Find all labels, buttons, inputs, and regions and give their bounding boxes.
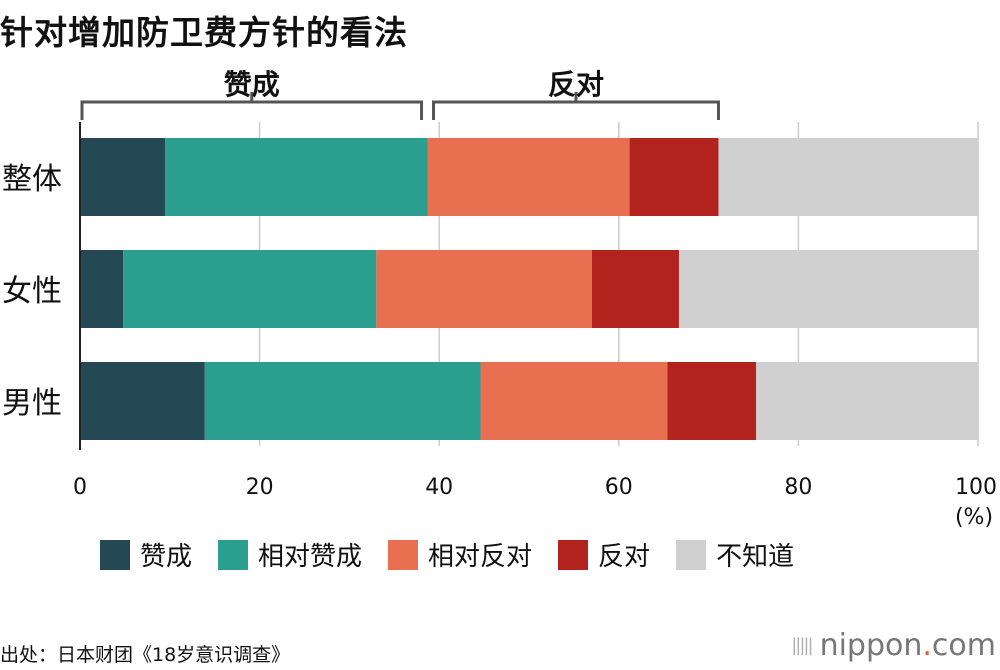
legend-item: 不知道: [676, 536, 794, 573]
x-tick-label: 0: [73, 475, 87, 500]
legend-swatch: [558, 539, 589, 570]
group-label: 赞成: [223, 68, 280, 101]
bar-segment: [667, 362, 757, 440]
bar-segment: [427, 138, 630, 216]
category-label: 男性: [2, 386, 62, 421]
bar-segment: [80, 362, 205, 440]
legend-item: 相对反对: [388, 536, 532, 573]
x-unit-label: (%): [955, 505, 993, 530]
chart-title: 针对增加防卫费方针的看法: [0, 13, 408, 52]
legend-label: 相对反对: [428, 542, 533, 572]
source-note: 出处：日本财团《18岁意识调查》: [0, 644, 291, 666]
bar-segment: [80, 250, 124, 328]
legend-swatch: [676, 539, 707, 570]
legend-label: 赞成: [140, 542, 193, 572]
legend-label: 不知道: [716, 542, 795, 572]
nippon-logo: ||||| nippon. com: [791, 628, 996, 663]
legend-item: 反对: [558, 536, 650, 573]
bar-segment: [376, 250, 592, 328]
group-label: 反对: [548, 68, 604, 101]
logo-name: nippon: [819, 628, 923, 663]
legend-swatch: [100, 539, 130, 570]
logo-mark-icon: |||||: [791, 635, 813, 656]
logo-dot: .: [922, 628, 932, 663]
logo-suffix: com: [931, 628, 996, 663]
group-bracket: [80, 100, 424, 120]
x-tick-label: 80: [784, 475, 812, 500]
x-tick-label: 60: [605, 475, 633, 500]
bar-segment: [591, 250, 679, 328]
legend-swatch: [218, 539, 249, 570]
category-label: 女性: [2, 274, 62, 309]
legend: 赞成 相对赞成 相对反对 反对 不知道: [100, 536, 820, 573]
bar-segment: [165, 138, 428, 216]
legend-item: 赞成: [100, 536, 192, 573]
legend-swatch: [388, 539, 419, 570]
x-tick-label: 40: [425, 475, 453, 500]
group-bracket: [432, 100, 720, 120]
legend-label: 相对赞成: [258, 542, 363, 572]
bar-segment: [718, 138, 978, 216]
x-tick-label: 20: [246, 475, 274, 500]
bar-segment: [678, 250, 978, 328]
bar-segment: [480, 362, 668, 440]
bar-segment: [204, 362, 481, 440]
bar-segment: [756, 362, 978, 440]
legend-label: 反对: [598, 542, 651, 572]
x-tick-label: 100: [955, 475, 997, 500]
bar-segment: [123, 250, 377, 328]
bar-segment: [629, 138, 719, 216]
legend-item: 相对赞成: [218, 536, 362, 573]
bar-segment: [80, 138, 166, 216]
category-label: 整体: [2, 162, 62, 197]
